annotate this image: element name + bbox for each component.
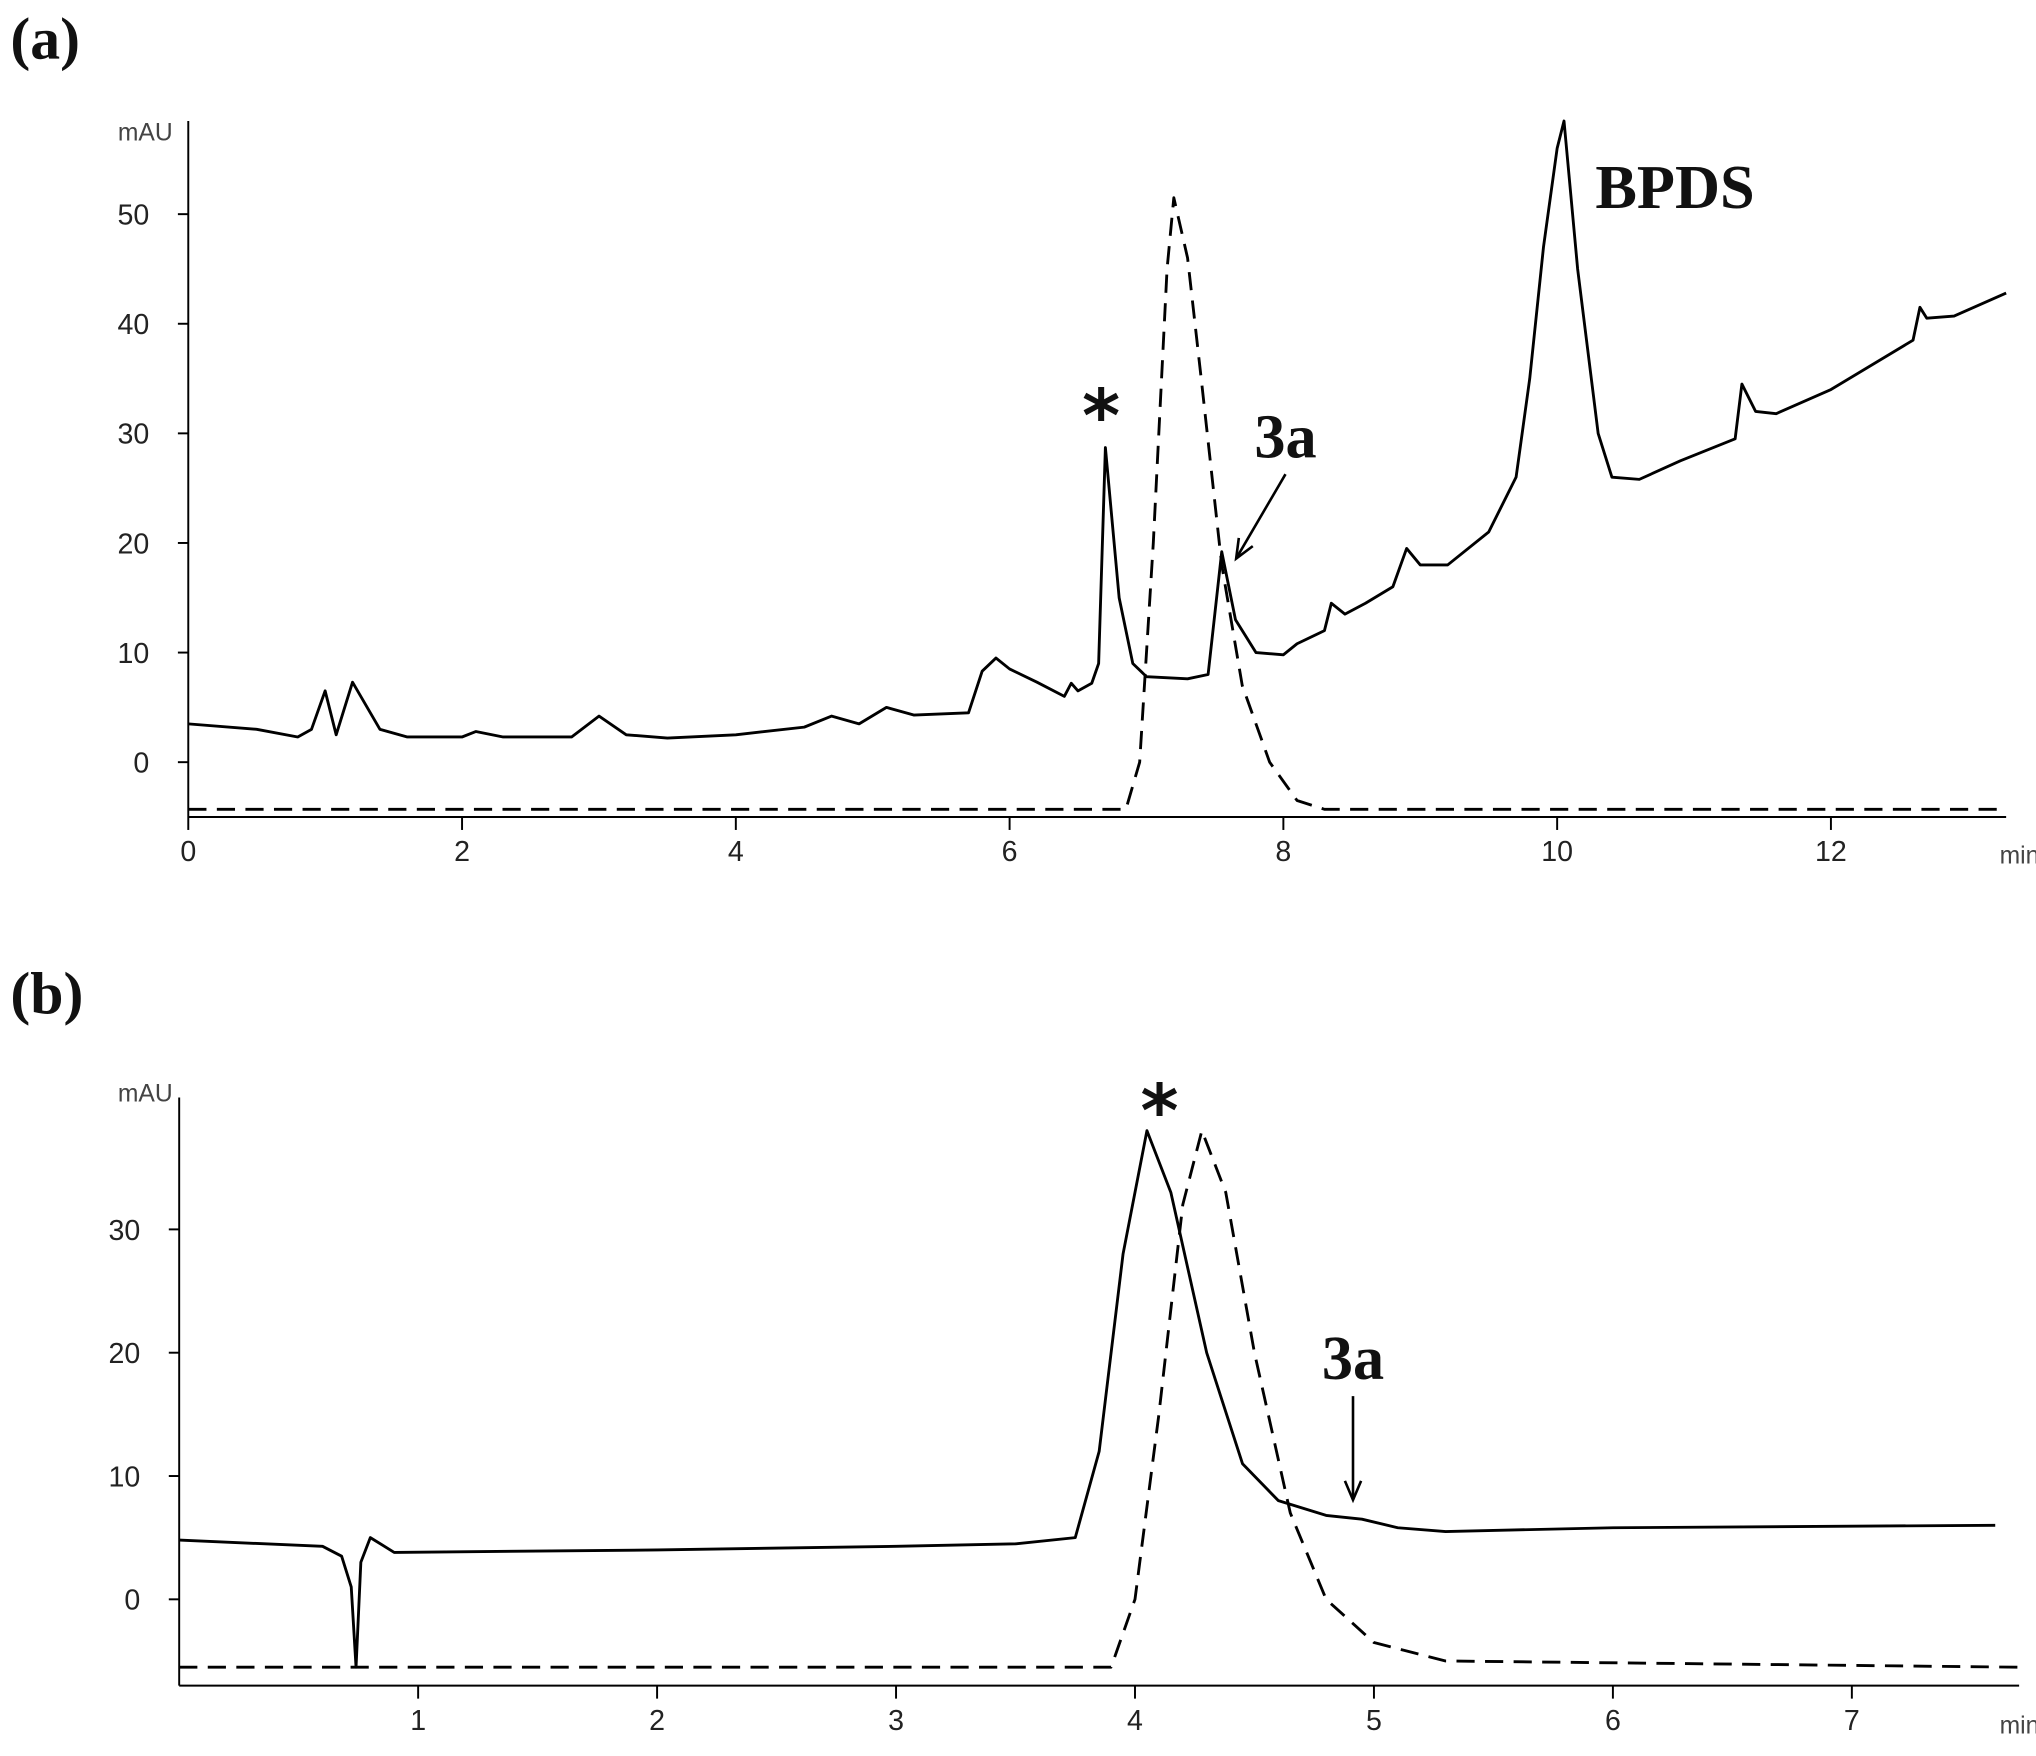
x-tick-label: 5	[1366, 1705, 1382, 1737]
y-tick-label: 40	[118, 309, 150, 341]
y-tick-label: 20	[108, 1338, 140, 1370]
y-tick-label: 10	[118, 638, 150, 670]
arrow-head	[1343, 1480, 1363, 1504]
x-tick-label: 6	[1605, 1705, 1621, 1737]
y-axis-unit: mAU	[118, 1080, 173, 1107]
arrow-shaft	[1235, 473, 1287, 560]
y-tick-label: 20	[118, 528, 150, 560]
dashed-trace	[179, 1129, 2020, 1669]
y-tick-label: 0	[124, 1585, 140, 1617]
x-tick-label: 10	[1541, 836, 1573, 868]
arrow-head	[1234, 537, 1254, 562]
y-tick-label: 50	[118, 200, 150, 232]
x-tick-label: 3	[888, 1705, 904, 1737]
x-tick-label: 12	[1815, 836, 1847, 868]
x-tick-label: 4	[728, 836, 744, 868]
x-tick-label: 2	[649, 1705, 665, 1737]
x-tick-label: 4	[1127, 1705, 1143, 1737]
panel-label: (b)	[10, 960, 83, 1026]
dashed-trace	[188, 196, 2007, 811]
x-tick-label: 7	[1844, 1705, 1860, 1737]
y-axis-unit: mAU	[118, 119, 173, 146]
solid-trace	[179, 1129, 1996, 1669]
x-tick-label: 2	[454, 836, 470, 868]
x-tick-label: 8	[1275, 836, 1291, 868]
solid-trace	[188, 119, 2007, 740]
annotation: *	[1141, 1070, 1179, 1154]
y-tick-label: 30	[108, 1215, 140, 1247]
x-axis-unit: min	[2000, 1713, 2036, 1740]
annotation: 3a	[1322, 1324, 1384, 1393]
x-tick-label: 0	[180, 836, 196, 868]
y-tick-label: 0	[133, 748, 149, 780]
panel-label: (a)	[10, 6, 80, 72]
x-tick-label: 1	[410, 1705, 426, 1737]
y-tick-label: 30	[118, 419, 150, 451]
x-tick-label: 6	[1002, 836, 1018, 868]
y-tick-label: 10	[108, 1461, 140, 1493]
annotation: 3a	[1254, 402, 1316, 471]
annotation: *	[1082, 376, 1120, 460]
x-axis-unit: min	[2000, 843, 2036, 870]
annotation: BPDS	[1595, 153, 1754, 222]
